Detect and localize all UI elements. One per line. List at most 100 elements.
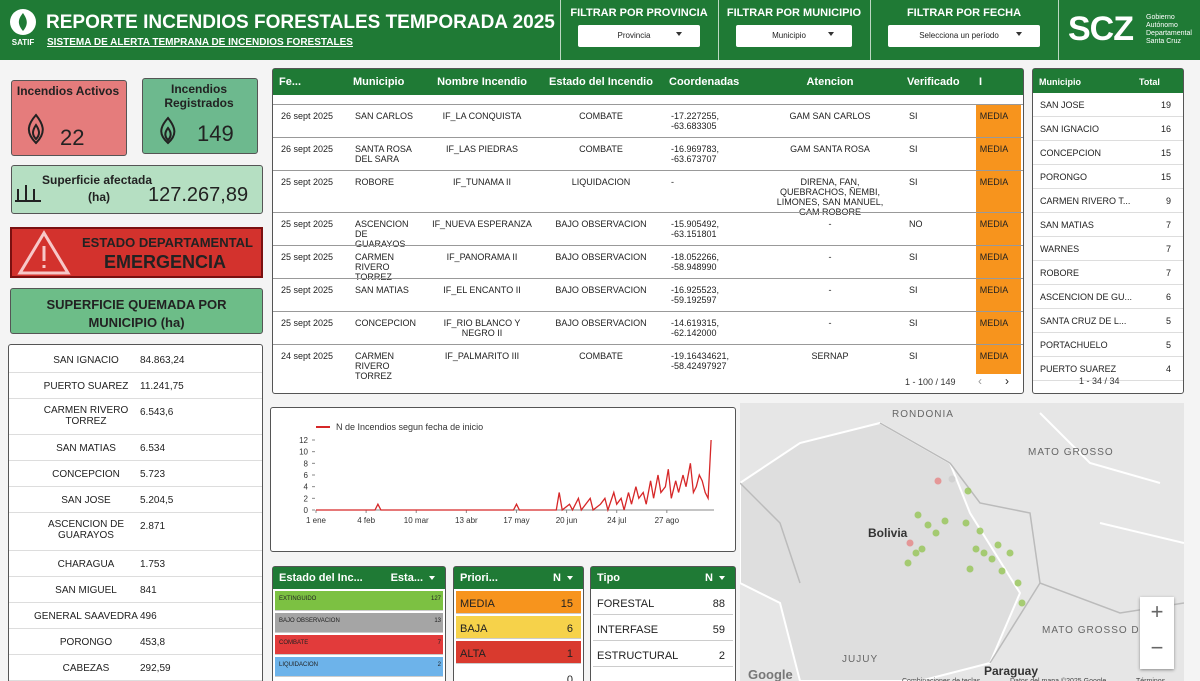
row-label: LIQUIDACION (279, 662, 319, 668)
map-google: Google (748, 667, 793, 681)
caret (719, 576, 725, 580)
municipality-name: CONCEPCION (52, 469, 120, 480)
column-header[interactable]: Atencion (806, 76, 854, 88)
table-header-bg (1033, 69, 1183, 93)
page-next[interactable]: › (1005, 374, 1009, 388)
row-divider (1033, 140, 1183, 141)
zoom-out[interactable]: − (1150, 635, 1164, 660)
map-label: MATO GROSSO (1028, 447, 1114, 458)
column-header[interactable]: Municipio (1039, 77, 1081, 87)
count-value: 4 (1165, 364, 1171, 374)
row-label: MEDIA (460, 597, 495, 610)
priority-cell: MEDIA (976, 171, 1021, 212)
cell: 25 sept 2025 (281, 252, 334, 262)
priority-text: MEDIA (979, 177, 1009, 187)
y-tick-label: 6 (304, 471, 309, 480)
cell: 25 sept 2025 (281, 285, 334, 295)
column-header[interactable]: Esta... (390, 572, 423, 584)
cell: 25 sept 2025 (281, 177, 334, 187)
column-header[interactable]: Total (1139, 77, 1160, 87)
column-header[interactable]: Nombre Incendio (437, 76, 527, 88)
municipality-name: SAN MATIAS (56, 443, 116, 454)
priority-cell: MEDIA (976, 312, 1021, 344)
map-label: Paraguay (984, 664, 1038, 678)
row-value: 59 (712, 624, 725, 636)
page-prev[interactable]: ‹ (978, 374, 982, 388)
count-value: 5 (1165, 340, 1171, 350)
pagination: 1 - 34 / 34 (1079, 376, 1120, 386)
count-value: 7 (1165, 268, 1171, 278)
count-value: 15 (1160, 172, 1171, 182)
area-value: 5.204,5 (140, 495, 174, 506)
kpi-value: EMERGENCIA (104, 252, 227, 272)
cell: -18.052266, -58.948990 (671, 252, 720, 272)
map-point (966, 565, 974, 573)
zoom-control[interactable]: + − (1140, 597, 1174, 669)
municipality-name: CONCEPCION (1040, 148, 1102, 158)
municipality-name: ASCENCION DE GU... (1040, 292, 1133, 302)
x-tick-label: 24 jul (607, 516, 626, 525)
map-region (740, 421, 1022, 681)
cell: ASCENCION DE GUARAYOS (355, 219, 409, 249)
map-point (924, 521, 932, 529)
area-value: 841 (140, 585, 157, 596)
filter-value[interactable]: Provincia (617, 31, 651, 40)
y-tick-label: 12 (299, 436, 308, 445)
table-header-bg (454, 567, 583, 589)
row-value: 127 (430, 596, 441, 602)
municipality-name: PUERTO SUAREZ (1040, 364, 1117, 374)
column-header[interactable]: Priori... (460, 572, 498, 584)
filter-value[interactable]: Selecciona un período (919, 31, 999, 40)
column-header[interactable]: N (553, 572, 561, 584)
column-header[interactable]: Estado del Incendio (549, 76, 653, 88)
filter-label: FILTRAR POR MUNICIPIO (726, 7, 862, 19)
cell: 25 sept 2025 (281, 219, 334, 229)
map-point (972, 545, 980, 553)
map-point (1014, 579, 1022, 587)
column-header[interactable]: I (979, 76, 983, 88)
priority-text: MEDIA (979, 252, 1009, 262)
row-divider (9, 372, 262, 373)
priority-text: MEDIA (979, 144, 1009, 154)
cell: COMBATE (579, 351, 623, 361)
filter-dropdown[interactable]: Municipio (736, 25, 852, 47)
column-header[interactable]: Tipo (597, 572, 621, 584)
filter-value[interactable]: Municipio (772, 31, 806, 40)
row-divider (9, 576, 262, 577)
row-bg (275, 657, 443, 677)
column-header[interactable]: Coordenadas (669, 76, 740, 88)
filter-dropdown[interactable]: Provincia (578, 25, 700, 47)
column-header[interactable]: Municipio (353, 76, 405, 88)
map-label: MATO GROSSO DO SUL (1042, 625, 1175, 636)
kpi-state: ESTADO DEPARTAMENTAL EMERGENCIA (10, 227, 263, 278)
cell: COMBATE (579, 144, 623, 154)
column-header[interactable]: Estado del Inc... (279, 572, 363, 584)
column-header[interactable]: N (705, 572, 713, 584)
row-divider (9, 602, 262, 603)
fires-table: Fe... Municipio Nombre Incendio Estado del … (272, 68, 1024, 394)
map-point (904, 559, 912, 567)
priority-text: MEDIA (979, 219, 1009, 229)
caret (567, 576, 573, 580)
priority-cell: MEDIA (976, 213, 1021, 245)
pagination: 1 - 100 / 149 (905, 377, 956, 387)
row-value: 88 (712, 598, 725, 610)
map-point (914, 511, 922, 519)
cell: 26 sept 2025 (281, 144, 334, 154)
y-tick-label: 4 (304, 483, 309, 492)
area-value: 6.543,6 (140, 407, 174, 418)
icon-fire (160, 116, 176, 145)
row-divider (1033, 380, 1183, 381)
cell: SAN MATIAS (355, 285, 409, 295)
cell: -16.969783, -63.673707 (671, 144, 720, 164)
column-header[interactable]: Verificado (907, 76, 960, 88)
column-header[interactable]: Fe... (279, 76, 302, 88)
row-divider (1033, 164, 1183, 165)
filter-dropdown[interactable]: Selecciona un período (888, 25, 1040, 47)
zoom-in[interactable]: + (1150, 599, 1164, 624)
cell: -17.227255, -63.683305 (671, 111, 720, 131)
cell: CARMEN RIVERO TORREZ (355, 252, 395, 282)
row-divider (9, 550, 262, 551)
row-value: 13 (434, 618, 441, 624)
